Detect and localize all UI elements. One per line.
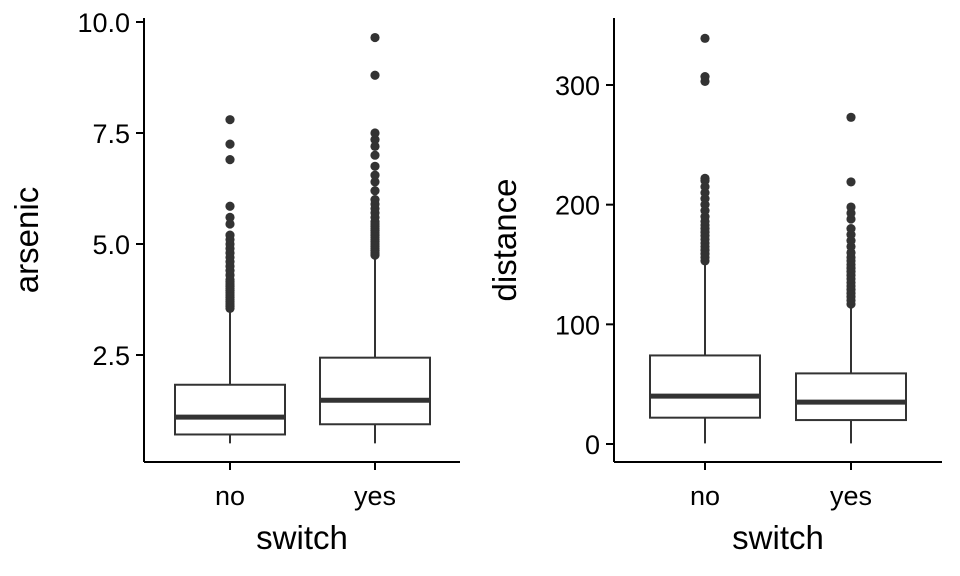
arsenic-x-axis-title: switch	[256, 519, 348, 556]
distance-no-outlier-point	[700, 173, 710, 183]
arsenic-no-outlier-point	[225, 212, 235, 222]
distance-y-tick-label: 300	[555, 71, 600, 101]
distance-x-axis-title: switch	[732, 519, 824, 556]
distance-no-outlier-point	[700, 72, 710, 82]
distance-yes-outlier-point	[846, 224, 856, 234]
arsenic-yes-outlier-point	[370, 161, 380, 171]
distance-yes-outlier-point	[846, 177, 856, 187]
arsenic-no-outlier-point	[225, 201, 235, 211]
arsenic-yes-outlier-point	[370, 195, 380, 205]
arsenic-no-box	[174, 383, 286, 436]
arsenic-no-outlier-point	[225, 139, 235, 149]
distance-x-tick-label-yes: yes	[830, 481, 872, 511]
arsenic-yes-outlier-point	[370, 177, 380, 187]
distance-y-tick-label: 100	[555, 310, 600, 340]
distance-yes-outlier-point	[846, 202, 856, 212]
arsenic-no-outlier-point	[225, 155, 235, 165]
distance-no-outlier-point	[700, 33, 710, 43]
arsenic-yes-outlier-point	[370, 186, 380, 196]
arsenic-yes-outlier-point	[370, 32, 380, 43]
arsenic-yes-outlier-point	[370, 128, 380, 138]
distance-x-tick-label-no: no	[690, 481, 720, 511]
arsenic-y-tick-label: 10.0	[77, 8, 130, 38]
arsenic-x-tick-label-no: no	[215, 481, 245, 511]
distance-y-tick-label: 0	[585, 430, 600, 460]
arsenic-yes-outlier-point	[370, 135, 380, 145]
arsenic-yes-outlier-point	[370, 141, 380, 151]
arsenic-no-outlier-point	[225, 115, 235, 125]
arsenic-y-axis-title: arsenic	[8, 187, 45, 293]
arsenic-yes-outlier-point	[370, 70, 380, 80]
arsenic-yes-outlier-point	[370, 170, 380, 180]
arsenic-y-tick-label: 2.5	[92, 341, 130, 371]
distance-yes-outlier-point	[846, 112, 856, 122]
arsenic-no-outlier-point	[225, 230, 235, 240]
arsenic-yes-box	[319, 356, 431, 426]
distance-no-box	[649, 354, 761, 419]
arsenic-x-tick-label-yes: yes	[354, 481, 396, 511]
arsenic-yes-outlier-point	[370, 150, 380, 160]
distance-yes-box	[795, 372, 907, 422]
arsenic-y-tick-label: 5.0	[92, 230, 130, 260]
distance-y-axis-title: distance	[486, 179, 523, 302]
arsenic-no-outlier-point	[225, 219, 235, 229]
arsenic-y-tick-label: 7.5	[92, 119, 130, 149]
distance-y-tick-label: 200	[555, 191, 600, 221]
